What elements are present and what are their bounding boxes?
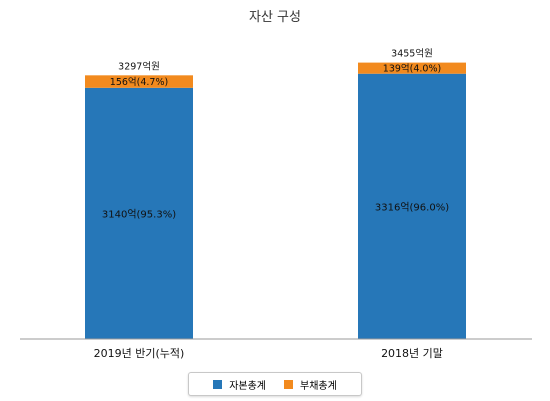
chart-title: 자산 구성 bbox=[249, 10, 301, 25]
bar-liabilities-1[interactable] bbox=[358, 62, 466, 74]
bars-layer bbox=[85, 62, 466, 339]
legend: 자본총계 부채총계 bbox=[188, 372, 362, 396]
data-label-liabilities-0: 156억(4.7%) bbox=[110, 76, 168, 88]
x-tick-label-0: 2019년 반기(누적) bbox=[94, 347, 185, 360]
legend-label-liabilities: 부채총계 bbox=[300, 380, 337, 392]
bar-liabilities-0[interactable] bbox=[85, 75, 193, 88]
legend-item-equity[interactable]: 자본총계 bbox=[213, 377, 266, 392]
data-label-equity-0: 3140억(95.3%) bbox=[102, 208, 176, 220]
legend-swatch-liabilities bbox=[284, 379, 293, 389]
legend-swatch-equity bbox=[213, 379, 223, 389]
legend-item-liabilities[interactable]: 부채총계 bbox=[284, 377, 337, 392]
data-label-liabilities-1: 139억(4.0%) bbox=[383, 63, 441, 75]
data-label-equity-1: 3316억(96.0%) bbox=[375, 201, 449, 213]
legend-label-equity: 자본총계 bbox=[229, 380, 266, 392]
bar-equity-1[interactable] bbox=[358, 73, 466, 339]
labels-layer: 3140억(95.3%) 156억(4.7%) 3297억원 2019년 반기(누적)… bbox=[94, 48, 450, 360]
bar-equity-0[interactable] bbox=[85, 87, 193, 339]
total-label-0: 3297억원 bbox=[118, 60, 160, 72]
total-label-1: 3455억원 bbox=[391, 48, 433, 60]
x-tick-label-1: 2018년 기말 bbox=[381, 347, 443, 360]
